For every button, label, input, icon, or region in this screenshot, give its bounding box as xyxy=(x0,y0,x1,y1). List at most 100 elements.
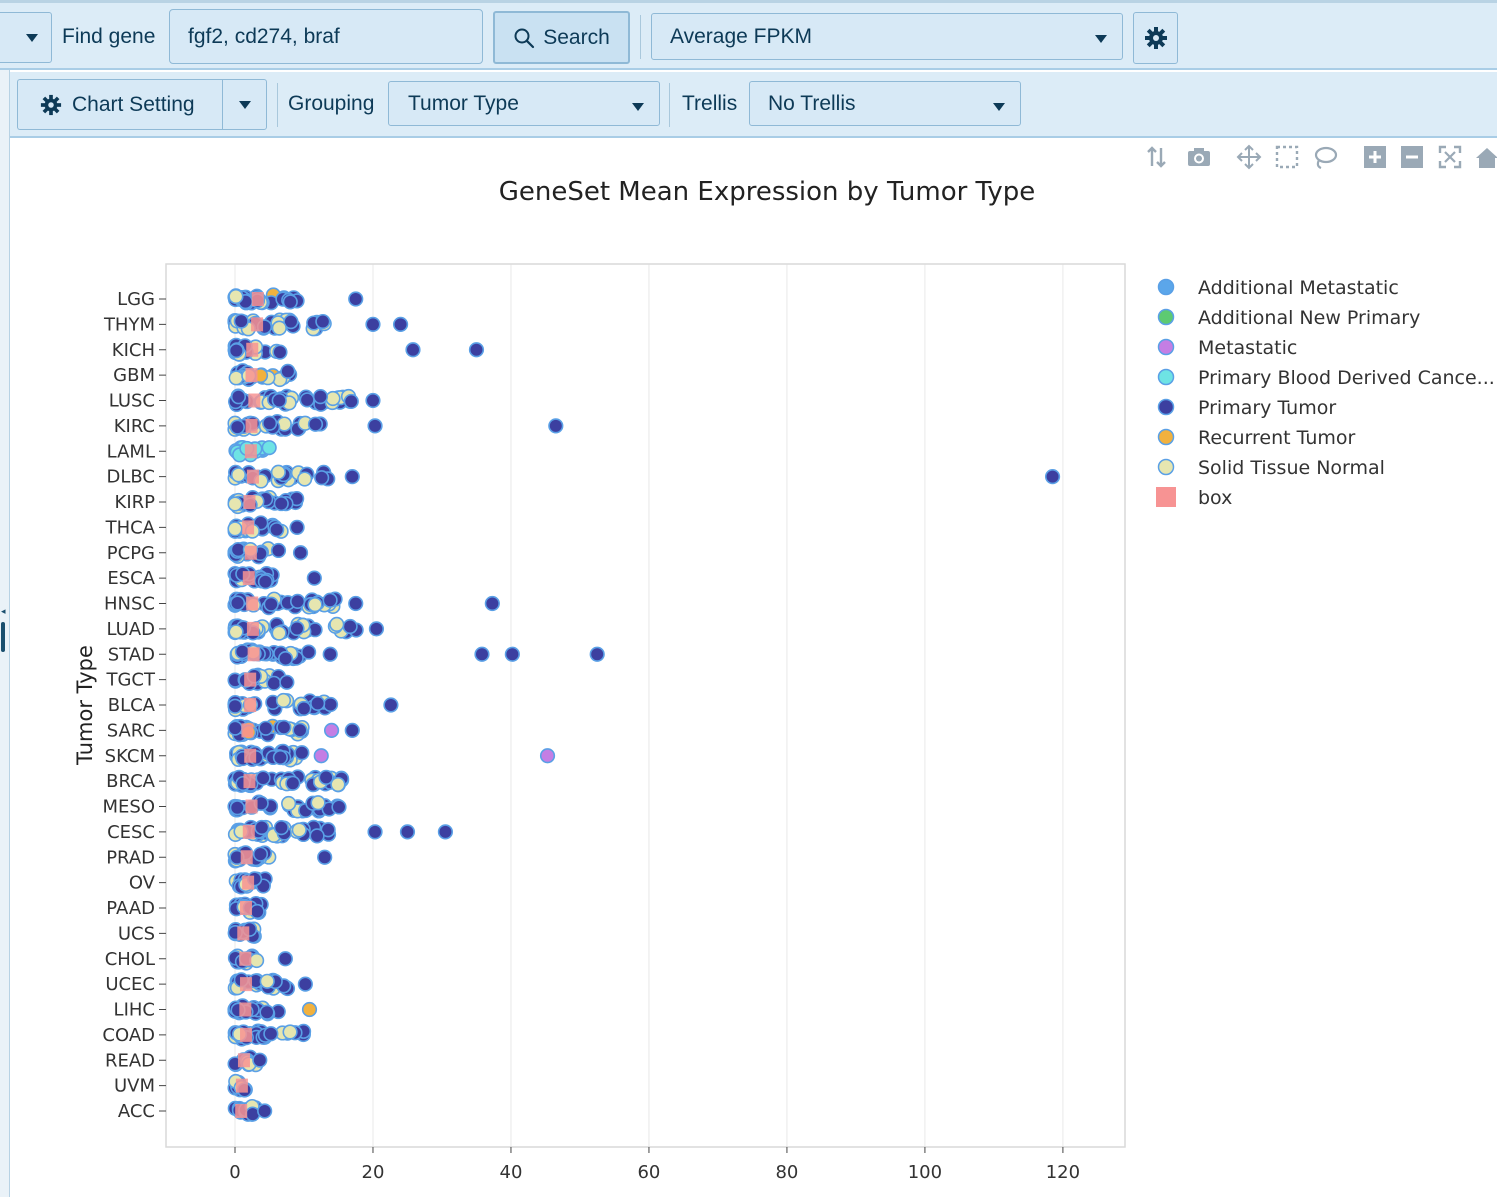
box-select-icon[interactable] xyxy=(1274,144,1300,170)
data-point xyxy=(227,673,244,689)
data-point xyxy=(236,320,252,336)
data-point xyxy=(235,726,251,743)
data-point xyxy=(305,321,321,337)
data-point xyxy=(261,440,277,456)
y-tick-label: LIHC xyxy=(114,1000,155,1021)
data-point xyxy=(261,668,277,684)
data-point xyxy=(227,416,244,432)
data-point xyxy=(227,725,243,742)
data-point xyxy=(293,723,310,740)
data-point xyxy=(237,294,254,310)
data-point xyxy=(249,288,265,304)
data-point xyxy=(233,291,249,307)
data-point xyxy=(242,643,258,659)
legend-item[interactable]: box xyxy=(1156,487,1232,509)
data-point xyxy=(233,1028,249,1044)
data-point xyxy=(309,828,325,844)
outlier-point xyxy=(468,342,485,358)
data-point xyxy=(236,367,252,383)
data-point xyxy=(245,826,261,842)
legend-item[interactable]: Primary Tumor xyxy=(1157,397,1337,419)
data-point xyxy=(332,390,348,406)
outlier-point xyxy=(437,824,454,840)
data-point xyxy=(247,345,263,361)
data-point xyxy=(250,668,266,684)
panel-resize-handle[interactable] xyxy=(1,622,5,652)
data-point xyxy=(227,1080,243,1096)
data-point xyxy=(254,521,270,537)
legend[interactable]: Additional Metastatic Additional New Prim… xyxy=(1156,277,1495,509)
data-point xyxy=(257,1029,273,1045)
data-point xyxy=(273,470,289,486)
data-point xyxy=(241,724,257,740)
collapse-dropdown-button[interactable] xyxy=(0,12,52,63)
data-point xyxy=(265,392,281,408)
data-point xyxy=(264,517,281,533)
data-point xyxy=(227,696,243,712)
settings-button[interactable] xyxy=(1133,12,1178,64)
trellis-select[interactable]: No Trellis xyxy=(749,81,1021,126)
data-point xyxy=(252,975,268,991)
legend-item[interactable]: Solid Tissue Normal xyxy=(1157,457,1385,479)
chart-setting-dropdown-button[interactable] xyxy=(222,79,267,130)
data-point xyxy=(231,726,248,743)
left-panel-strip[interactable] xyxy=(0,70,10,1197)
zoom-out-icon[interactable] xyxy=(1399,144,1425,170)
search-button[interactable]: Search xyxy=(493,11,630,64)
data-point xyxy=(238,1030,254,1046)
data-point xyxy=(266,591,282,607)
data-point xyxy=(283,775,299,791)
data-point xyxy=(235,421,252,437)
autoscale-icon[interactable] xyxy=(1437,144,1463,170)
y-tick-label: SKCM xyxy=(105,746,155,767)
data-point xyxy=(254,440,270,456)
data-point xyxy=(227,546,243,562)
lasso-icon[interactable] xyxy=(1312,144,1338,170)
data-point xyxy=(309,595,325,611)
data-point xyxy=(244,697,260,713)
data-point xyxy=(252,545,268,562)
data-point xyxy=(255,878,271,894)
data-point xyxy=(312,388,329,405)
data-point xyxy=(229,718,245,735)
toolbar-divider xyxy=(640,15,641,59)
data-point xyxy=(231,852,248,868)
camera-icon[interactable] xyxy=(1186,144,1212,170)
data-point xyxy=(233,468,249,484)
chart-setting-button[interactable]: Chart Setting xyxy=(17,79,223,130)
data-point xyxy=(296,624,312,640)
data-point xyxy=(279,980,296,997)
legend-item[interactable]: Additional Metastatic xyxy=(1157,277,1399,299)
data-point xyxy=(284,491,300,507)
home-icon[interactable] xyxy=(1474,144,1497,170)
legend-item[interactable]: Additional New Primary xyxy=(1157,307,1421,329)
data-point xyxy=(316,694,332,710)
data-point xyxy=(314,470,330,486)
grouping-select[interactable]: Tumor Type xyxy=(388,81,660,126)
data-point xyxy=(259,1004,275,1020)
data-point xyxy=(289,620,305,637)
data-point xyxy=(241,1056,257,1073)
data-point xyxy=(229,620,245,636)
collapse-panel-icon[interactable]: ◂ xyxy=(1,606,6,616)
legend-item[interactable]: Metastatic xyxy=(1157,337,1298,359)
data-point xyxy=(235,846,251,862)
data-point xyxy=(333,623,349,639)
sort-icon[interactable] xyxy=(1144,144,1170,170)
data-point xyxy=(229,595,246,611)
data-point xyxy=(290,769,306,785)
box-median-marker xyxy=(244,748,257,763)
pan-icon[interactable] xyxy=(1236,144,1262,170)
measure-select[interactable]: Average FPKM xyxy=(651,13,1123,60)
data-point xyxy=(327,618,343,634)
data-point xyxy=(271,749,287,765)
zoom-in-icon[interactable] xyxy=(1362,144,1388,170)
gene-search-input[interactable]: fgf2, cd274, braf xyxy=(169,9,483,64)
legend-item[interactable]: Primary Blood Derived Cance... xyxy=(1157,367,1495,389)
data-point xyxy=(230,389,247,405)
data-point xyxy=(232,624,249,640)
data-point xyxy=(314,395,330,411)
legend-item[interactable]: Recurrent Tumor xyxy=(1157,427,1356,449)
data-point xyxy=(242,697,259,713)
